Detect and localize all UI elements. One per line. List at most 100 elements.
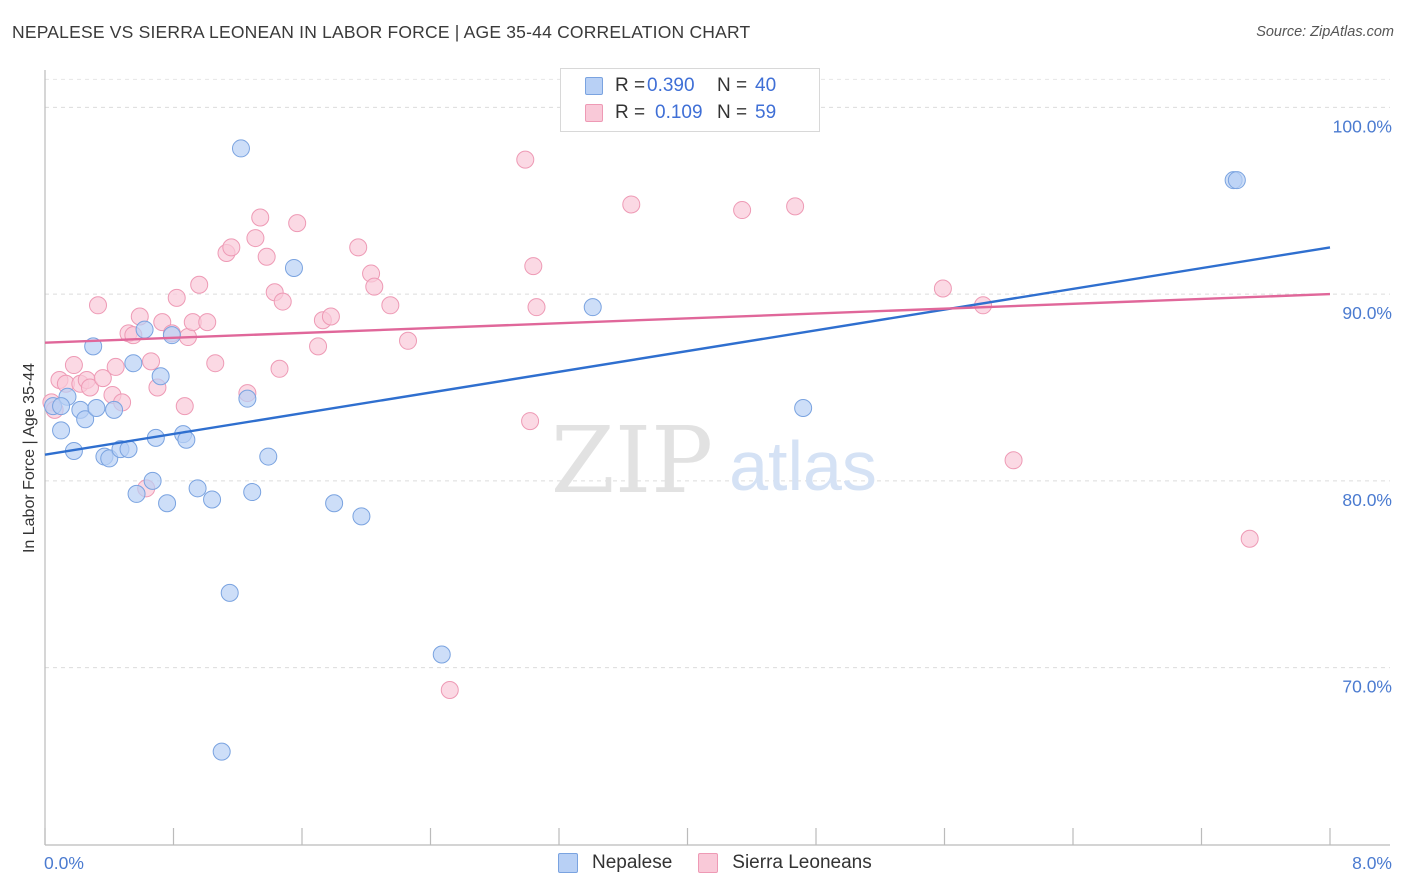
legend-label-nepalese: Nepalese	[592, 852, 673, 873]
r-label: R =	[615, 75, 646, 96]
trend-lines	[44, 246, 1331, 456]
y-tick-label: 90.0%	[1342, 303, 1392, 323]
nepalese-point	[432, 645, 451, 664]
nepalese-trend-line	[44, 246, 1331, 456]
sierra-leonean-point	[321, 307, 340, 326]
sierra-leonean-point	[64, 356, 83, 375]
r-value: 0.109	[655, 102, 703, 123]
nepalese-point	[583, 298, 602, 317]
nepalese-point	[124, 354, 143, 373]
sierra-leonean-point	[933, 279, 952, 298]
bottom-legend: Nepalese Sierra Leoneans	[558, 852, 898, 874]
source-label: Source: ZipAtlas.com	[1256, 24, 1394, 40]
sierra-leonean-point	[270, 359, 289, 378]
x-tick-label: 8.0%	[1352, 853, 1392, 873]
r-value: 0.390	[647, 75, 695, 96]
sierra-leonean-point	[198, 313, 217, 332]
legend-label-sierra-leoneans: Sierra Leoneans	[732, 852, 872, 873]
nepalese-point	[188, 479, 207, 498]
legend-box: R = 0.390 N = 40 R = 0.109 N = 59	[560, 68, 820, 132]
legend-item-nepalese: Nepalese	[558, 852, 672, 874]
nepalese-point	[1227, 171, 1246, 190]
sierra-swatch	[585, 104, 603, 122]
nepalese-point	[284, 258, 303, 277]
nepalese-point	[203, 490, 222, 509]
tick-labels: 70.0% 80.0% 90.0% 100.0% 0.0% 8.0%	[44, 116, 1392, 873]
nepalese-point	[87, 399, 106, 418]
nepalese-point	[158, 494, 177, 513]
nepalese-point	[135, 320, 154, 339]
n-value: 40	[755, 75, 777, 96]
nepalese-point	[143, 471, 162, 490]
nepalese-point	[220, 583, 239, 602]
legend-item-sierra-leoneans: Sierra Leoneans	[698, 852, 872, 874]
nepalese-point	[352, 507, 371, 526]
x-tick-label: 0.0%	[44, 853, 84, 873]
n-value: 59	[755, 102, 777, 123]
nepalese-point	[259, 447, 278, 466]
nepalese-point	[238, 389, 257, 408]
nepalese-point	[127, 484, 146, 503]
sierra-leonean-point	[786, 197, 805, 216]
sierra-leonean-point	[349, 238, 368, 257]
sierra-leonean-point	[1004, 451, 1023, 470]
legend-row-sierra: R = 0.109 N = 59	[585, 100, 776, 126]
watermark-zip: ZIP	[551, 407, 713, 514]
sierra-leonean-point	[142, 352, 161, 371]
nepalese-point	[151, 367, 170, 386]
sierra-leonean-point	[516, 150, 535, 169]
sierra-leonean-point	[365, 277, 384, 296]
sierra-swatch	[698, 853, 719, 873]
y-tick-label: 80.0%	[1342, 490, 1392, 510]
sierra-leonean-point	[381, 296, 400, 315]
sierra-leonean-point	[622, 195, 641, 214]
nepalese-point	[231, 139, 250, 158]
nepalese-point	[52, 397, 71, 416]
sierra-leonean-point	[273, 292, 292, 311]
sierra-leonean-point	[93, 369, 112, 388]
sierra-leonean-point	[80, 378, 99, 397]
r-label: R =	[615, 102, 646, 123]
sierra-leonean-trend-line	[44, 292, 1331, 344]
sierra-leonean-point	[1240, 529, 1259, 548]
nepalese-point	[794, 399, 813, 418]
n-label: N =	[717, 75, 748, 96]
nepalese-point	[76, 410, 95, 429]
n-label: N =	[717, 102, 748, 123]
sierra-leonean-point	[251, 208, 270, 227]
sierra-leonean-point	[89, 296, 108, 315]
chart-title: NEPALESE VS SIERRA LEONEAN IN LABOR FORC…	[12, 22, 751, 42]
sierra-leonean-point	[309, 337, 328, 356]
sierra-leonean-point	[167, 288, 186, 307]
sierra-leonean-point	[175, 397, 194, 416]
sierra-leonean-point	[206, 354, 225, 373]
nepalese-point	[243, 483, 262, 502]
sierra-leonean-point	[521, 412, 540, 431]
legend-row-nepalese: R = 0.390 N = 40	[585, 73, 776, 99]
nepalese-point	[162, 326, 181, 345]
sierra-leonean-point	[288, 214, 307, 233]
nepalese-swatch	[585, 77, 603, 95]
nepalese-point	[212, 742, 231, 761]
axes	[44, 70, 1390, 846]
y-tick-label: 70.0%	[1342, 677, 1392, 697]
sierra-leonean-point	[106, 357, 125, 376]
sierra-leonean-point	[733, 201, 752, 220]
nepalese-point	[52, 421, 71, 440]
nepalese-swatch	[558, 853, 578, 873]
y-tick-label: 100.0%	[1333, 116, 1392, 136]
watermark-atlas: atlas	[729, 427, 877, 505]
nepalese-point	[325, 494, 344, 513]
sierra-leonean-point	[399, 331, 418, 350]
sierra-leonean-point	[527, 298, 546, 317]
sierra-leonean-point	[440, 681, 459, 699]
sierra-leonean-point	[190, 275, 209, 294]
sierra-leonean-point	[222, 238, 241, 257]
grid-lines	[45, 78, 1390, 669]
nepalese-point	[105, 400, 124, 419]
sierra-leonean-point	[246, 229, 265, 248]
sierra-leonean-point	[524, 257, 543, 276]
sierra-leonean-point	[257, 247, 276, 266]
y-axis-label: In Labor Force | Age 35-44	[21, 363, 38, 553]
